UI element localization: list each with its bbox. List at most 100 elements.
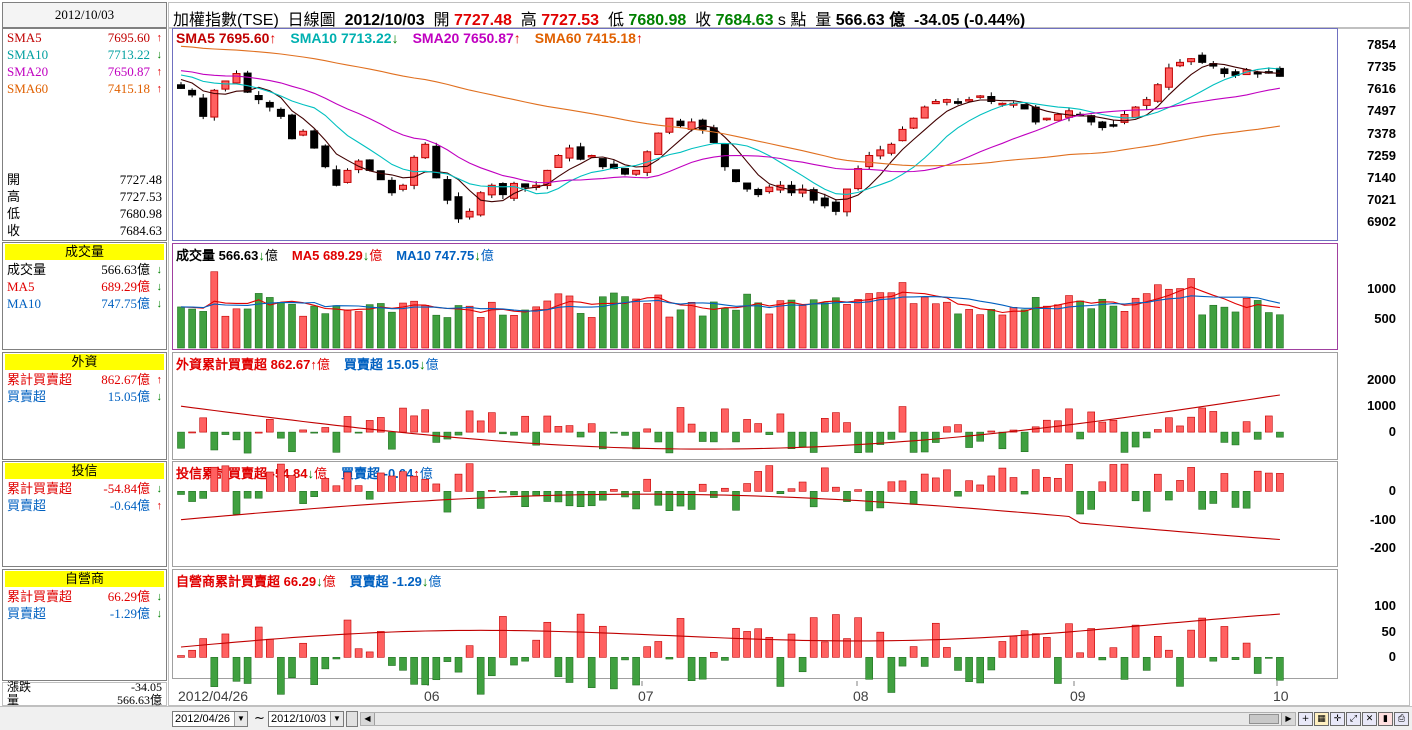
dealer-bar bbox=[388, 657, 396, 666]
candle-body bbox=[554, 154, 563, 168]
candle-body bbox=[421, 143, 430, 159]
volume-bar bbox=[399, 302, 407, 349]
volume-bar bbox=[1131, 297, 1140, 349]
trust-bar bbox=[499, 491, 507, 493]
series-title: SMA20 7650.87↑ bbox=[413, 30, 521, 46]
shrink-icon[interactable]: ✕ bbox=[1362, 712, 1377, 726]
volume-bar bbox=[254, 293, 263, 349]
foreign-panel[interactable] bbox=[172, 352, 1338, 460]
dealer-bar bbox=[510, 657, 518, 666]
y-tick-label: 7854 bbox=[1367, 36, 1396, 52]
dealer-bar bbox=[743, 631, 751, 658]
volume-bar bbox=[621, 296, 629, 349]
row-value: 566.63億 bbox=[101, 262, 150, 277]
dealer-bar bbox=[665, 657, 674, 660]
series-title: 成交量 566.63↓億 bbox=[176, 248, 278, 263]
scroll-left-button[interactable]: ◀ bbox=[361, 713, 375, 725]
volume-bar bbox=[931, 303, 940, 349]
price-panel[interactable] bbox=[172, 28, 1338, 241]
volume-bar bbox=[532, 306, 541, 349]
volume-chart-title: 成交量 566.63↓億 MA5 689.29↓億 MA10 747.75↓億 bbox=[176, 245, 508, 264]
sidebar-row: 漲跌 -34.05 bbox=[7, 681, 162, 694]
horizontal-scrollbar[interactable]: ◀ ▶ bbox=[360, 712, 1296, 726]
date-apply-button[interactable] bbox=[346, 711, 358, 727]
volume-bar bbox=[887, 292, 896, 349]
foreign-bar bbox=[1109, 419, 1118, 433]
sidebar-row: SMA10 7713.22 ↓ bbox=[7, 47, 162, 63]
arrow-up-icon: ↑ bbox=[513, 30, 521, 46]
candle-body bbox=[598, 158, 607, 168]
row-label: 量 bbox=[7, 693, 20, 707]
row-label: 成交量 bbox=[7, 262, 47, 277]
sidebar-row: 買賣超 15.05億 ↓ bbox=[7, 389, 162, 405]
candle-body bbox=[998, 102, 1007, 106]
scroll-thumb[interactable] bbox=[1249, 714, 1279, 724]
trust-cumulative-line bbox=[180, 493, 1280, 541]
candle-body bbox=[454, 196, 463, 220]
dealer-bar bbox=[1020, 630, 1029, 658]
foreign-bar bbox=[598, 431, 607, 450]
dealer-bar bbox=[843, 638, 851, 658]
dealer-bar bbox=[709, 652, 718, 658]
candle-body bbox=[399, 184, 407, 190]
row-value: 66.29億 bbox=[107, 589, 150, 604]
start-date-select[interactable]: 2012/04/26 ▼ bbox=[172, 711, 248, 727]
candle-body bbox=[210, 89, 219, 118]
sidebar-row: SMA60 7415.18 ↑ bbox=[7, 81, 162, 97]
dealer-bar bbox=[954, 657, 962, 671]
unit-label: 億 bbox=[313, 466, 327, 481]
dealer-bar bbox=[1142, 657, 1151, 671]
candle-body bbox=[865, 154, 874, 168]
trust-bar bbox=[576, 491, 585, 508]
arrow-down-icon: ↓ bbox=[258, 248, 265, 263]
unit-label: 億 bbox=[322, 574, 336, 589]
dropdown-arrow-icon[interactable]: ▼ bbox=[330, 712, 343, 726]
volume-bar bbox=[820, 302, 829, 349]
end-date-select[interactable]: 2012/10/03 ▼ bbox=[268, 711, 344, 727]
foreign-bar bbox=[732, 431, 740, 443]
scroll-right-button[interactable]: ▶ bbox=[1281, 713, 1295, 725]
row-label: 累計買賣超 bbox=[7, 372, 73, 387]
chart-header: 加權指數(TSE) 日線圖 2012/10/03 開 7727.48 高 772… bbox=[168, 2, 1410, 29]
dealer-bar bbox=[376, 631, 385, 658]
volume-bar bbox=[210, 271, 219, 349]
candle-body bbox=[621, 168, 629, 175]
dealer-bar bbox=[1187, 629, 1195, 658]
row-value: -0.64億 bbox=[109, 498, 150, 513]
sidebar-row: 低 7680.98 bbox=[7, 206, 162, 222]
foreign-bar bbox=[476, 420, 485, 433]
crosshair-icon[interactable]: ✛ bbox=[1330, 712, 1345, 726]
print-icon[interactable]: ⎙ bbox=[1394, 712, 1409, 726]
dealer-bar bbox=[299, 642, 307, 658]
volume-bar bbox=[376, 303, 385, 349]
candle-body bbox=[232, 73, 241, 84]
chart-type-icon[interactable]: ▮ bbox=[1378, 712, 1393, 726]
trust-bar bbox=[265, 471, 274, 492]
fit-icon[interactable]: ⤢ bbox=[1346, 712, 1361, 726]
foreign-bar bbox=[787, 431, 796, 450]
foreign-bar bbox=[798, 431, 807, 448]
dropdown-arrow-icon[interactable]: ▼ bbox=[234, 712, 247, 726]
trust-bar bbox=[1276, 473, 1284, 492]
y-tick-label: -100 bbox=[1369, 511, 1396, 527]
low-label: 低 bbox=[607, 12, 624, 29]
trust-bar bbox=[610, 489, 618, 492]
trust-bar bbox=[421, 478, 430, 492]
trust-bar bbox=[554, 491, 563, 503]
trust-bar bbox=[432, 483, 441, 492]
calendar-icon[interactable]: ▦ bbox=[1314, 712, 1329, 726]
series-title: 買賣超 -1.29↓億 bbox=[350, 574, 442, 589]
unit-label: 億 bbox=[428, 574, 442, 589]
dealer-bar bbox=[265, 638, 274, 658]
volume-bar bbox=[1031, 297, 1040, 349]
foreign-bar bbox=[776, 413, 785, 433]
sidebar-row: MA10 747.75億 ↓ bbox=[7, 296, 162, 312]
trust-bar bbox=[798, 481, 807, 492]
series-title-text: SMA20 7650.87 bbox=[412, 30, 514, 46]
series-title-text: MA10 747.75 bbox=[396, 248, 475, 263]
candle-body bbox=[809, 189, 818, 201]
sma5-line bbox=[180, 62, 1280, 203]
trust-bar bbox=[843, 491, 851, 502]
zoom-in-icon[interactable]: + bbox=[1298, 712, 1313, 726]
